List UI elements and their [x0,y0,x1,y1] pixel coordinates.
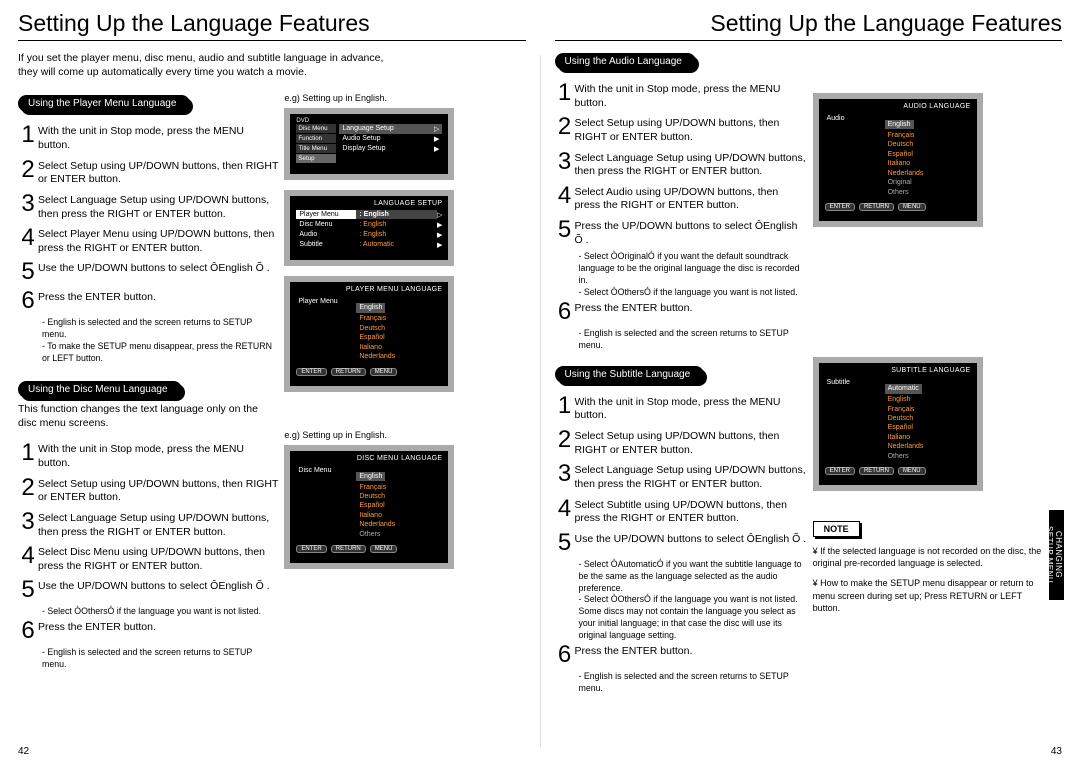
section-desc: This function changes the text language … [18,402,278,430]
step-text: Select Language Setup using UP/DOWN butt… [38,509,278,539]
osd-language-setup: LANGUAGE SETUP Player Menu: English▷ Dis… [284,190,454,266]
step-note: Select ÒOthersÓ if the language you want… [42,606,278,618]
page-gutter [540,55,541,747]
note-box: NOTE [813,521,860,537]
step-text: Press the ENTER button. [575,642,807,667]
osd-audio-language: AUDIO LANGUAGE Audio English Français De… [813,93,983,227]
section-player-menu-lang: Using the Player Menu Language [18,95,190,112]
page-43: Setting Up the Language Features Using t… [547,10,1063,757]
step-text: Select Language Setup using UP/DOWN butt… [575,461,807,491]
step-text: Select Disc Menu using UP/DOWN buttons, … [38,543,278,573]
step-text: Select Language Setup using UP/DOWN butt… [575,149,807,179]
step-text: Select Language Setup using UP/DOWN butt… [38,191,278,221]
step-text: Select Player Menu using UP/DOWN buttons… [38,225,278,255]
page-title: Setting Up the Language Features [18,10,526,41]
step-text: With the unit in Stop mode, press the ME… [38,122,278,152]
section-subtitle-lang: Using the Subtitle Language [555,366,705,383]
step-text: Select Subtitle using UP/DOWN buttons, t… [575,496,807,526]
step-note: Select ÒAutomaticÓ if you want the subti… [579,559,807,642]
intro-text: If you set the player menu, disc menu, a… [18,51,526,79]
page-42: Setting Up the Language Features If you … [18,10,534,757]
step-text: Press the ENTER button. [38,288,278,313]
step-text: Select Setup using UP/DOWN buttons, then… [38,475,278,505]
step-text: Use the UP/DOWN buttons to select ÔEngli… [38,577,278,602]
step-text: With the unit in Stop mode, press the ME… [575,80,807,110]
osd-player-menu-language: PLAYER MENU LANGUAGE Player Menu English… [284,276,454,391]
step-text: Press the UP/DOWN buttons to select ÔEng… [575,217,807,247]
step-text: Select Audio using UP/DOWN buttons, then… [575,183,807,213]
page-number: 42 [18,746,29,757]
note-list: ¥ If the selected language is not record… [813,545,1046,614]
osd-disc-menu-language: DISC MENU LANGUAGE Disc Menu English Fra… [284,445,454,570]
step-note: English is selected and the screen retur… [579,328,807,352]
step-text: With the unit in Stop mode, press the ME… [575,393,807,423]
example-caption: e.g) Setting up in English. [284,93,525,103]
step-note: English is selected and the screen retur… [42,647,278,671]
side-tab-label: CHANGING SETUP MENU [1049,510,1064,600]
step-note: English is selected and the screen retur… [579,671,807,695]
step-text: Use the UP/DOWN buttons to select ÔEngli… [38,259,278,284]
step-text: Select Setup using UP/DOWN buttons, then… [38,157,278,187]
section-audio-lang: Using the Audio Language [555,53,696,70]
step-text: Press the ENTER button. [38,618,278,643]
section-disc-menu-lang: Using the Disc Menu Language [18,381,182,398]
page-number: 43 [1051,746,1062,757]
example-caption: e.g) Setting up in English. [284,430,525,440]
step-note: Select ÒOriginalÓ if you want the defaul… [579,251,807,299]
osd-subtitle-language: SUBTITLE LANGUAGE Subtitle Automatic Eng… [813,357,983,491]
manual-spread: Setting Up the Language Features If you … [0,0,1080,765]
osd-setup-menu: DVD Disc Menu Function Title Menu Setup … [284,108,454,180]
step-note: English is selected and the screen retur… [42,317,278,365]
step-text: With the unit in Stop mode, press the ME… [38,440,278,470]
step-text: Select Setup using UP/DOWN buttons, then… [575,114,807,144]
page-title: Setting Up the Language Features [555,10,1063,41]
step-text: Press the ENTER button. [575,299,807,324]
step-text: Use the UP/DOWN buttons to select ÔEngli… [575,530,807,555]
step-text: Select Setup using UP/DOWN buttons, then… [575,427,807,457]
